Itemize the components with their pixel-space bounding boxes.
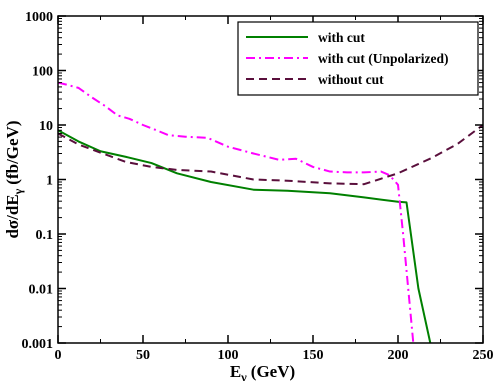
- x-tick-label: 200: [388, 348, 409, 363]
- series-line-1: [58, 129, 432, 343]
- y-tick-label: 1: [46, 174, 53, 189]
- y-tick-label: 100: [32, 65, 53, 80]
- x-tick-label: 250: [473, 348, 494, 363]
- series-line-3: [58, 124, 483, 186]
- legend-label-1: with cut: [318, 30, 365, 45]
- x-tick-label: 50: [136, 348, 150, 363]
- y-tick-label: 0.01: [29, 283, 54, 298]
- series-line-2: [58, 81, 415, 343]
- data-layer: [58, 81, 483, 343]
- y-tick-label: 10: [39, 119, 53, 134]
- y-tick-label: 0.1: [36, 228, 54, 243]
- legend-label-3: without cut: [318, 72, 384, 87]
- y-axis-label: dσ/dEγ(fb/GeV): [3, 120, 25, 238]
- labels-layer: 0 50 100 150 200 250 0.001 0.01 0.1 1 10 100 1000 Eγ(…: [3, 10, 494, 381]
- y-tick-label: 0.001: [22, 337, 54, 352]
- x-tick-label: 100: [218, 348, 239, 363]
- legend: with cut with cut (Unpolarized) without cu…: [237, 21, 479, 96]
- axes-layer: [57, 15, 484, 344]
- x-axis-label: Eγ (GeV): [230, 362, 295, 381]
- x-tick-label: 0: [55, 348, 62, 363]
- x-tick-label: 150: [303, 348, 324, 363]
- legend-label-2: with cut (Unpolarized): [318, 51, 449, 66]
- y-tick-label: 1000: [25, 10, 53, 25]
